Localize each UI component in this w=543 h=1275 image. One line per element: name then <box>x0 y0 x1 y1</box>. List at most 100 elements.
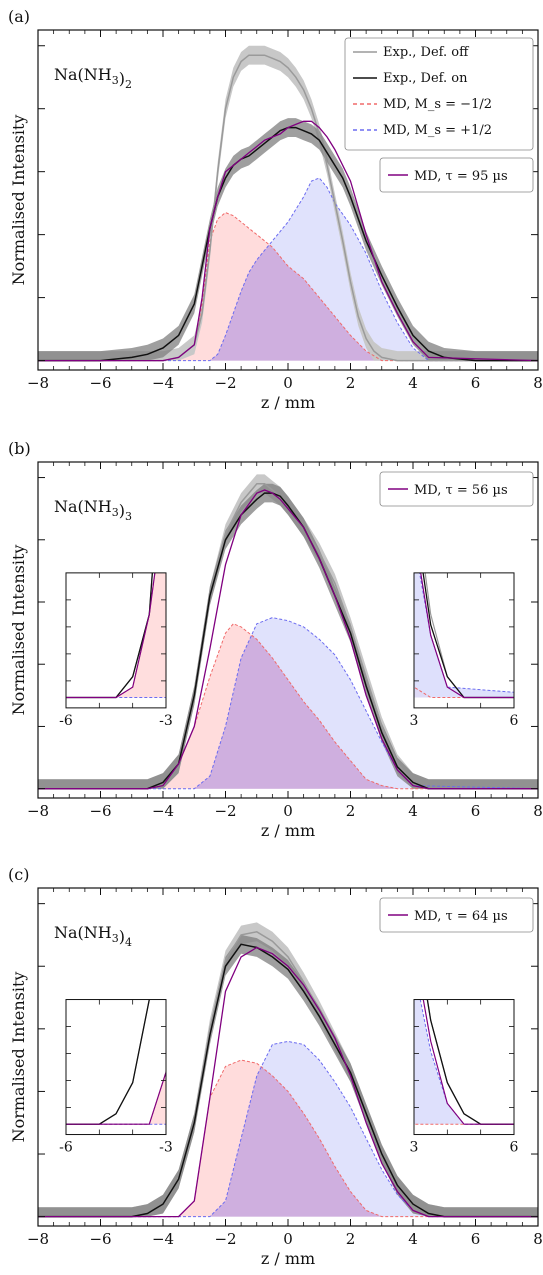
x-tick-label: 8 <box>533 802 543 820</box>
inset-xtick-label: 6 <box>510 713 519 729</box>
md-legend-label: MD, τ = 95 µs <box>414 169 508 184</box>
md-total-line <box>38 120 538 362</box>
md-total-line <box>38 946 538 1218</box>
inset-fill <box>414 572 514 698</box>
md-total-line <box>38 489 538 790</box>
y-axis-label: Normalised Intensity <box>9 545 28 716</box>
x-tick-label: −2 <box>214 802 236 820</box>
x-tick-label: 0 <box>283 1230 293 1248</box>
md-minus-line <box>38 1059 538 1218</box>
x-tick-label: −4 <box>152 802 174 820</box>
panel-1: −8 −6 −4 −2 0 2 4 6 8 z / mm Normalised Intensity (… <box>8 439 543 840</box>
inset-frame <box>413 999 515 1136</box>
inset-md-total <box>422 999 514 1125</box>
x-tick-label: 4 <box>408 802 418 820</box>
inset-fill <box>414 999 514 1125</box>
inset-plot <box>414 999 514 1125</box>
inset-xtick-label: 6 <box>510 1140 519 1156</box>
legend-entry: MD, M_s = −1/2 <box>383 97 492 112</box>
inset-xtick-label: -6 <box>59 713 73 729</box>
legend-box <box>344 37 534 151</box>
panel-label: (b) <box>8 439 31 458</box>
md-overlap-fill <box>163 635 429 789</box>
x-tick-label: 6 <box>471 802 481 820</box>
compound-label: Na(NH3)3 <box>54 497 132 523</box>
md-plus-line <box>38 177 538 362</box>
legend-entry: Exp., Def. on <box>383 71 468 86</box>
inset-plot <box>66 572 166 699</box>
x-tick-label: −2 <box>214 1230 236 1248</box>
x-tick-label: −8 <box>27 802 49 820</box>
inset-def-on <box>426 999 514 1125</box>
compound-label: Na(NH3)2 <box>54 65 132 91</box>
md-legend-label: MD, τ = 56 µs <box>414 483 508 498</box>
md-plus-line <box>38 1040 538 1218</box>
compound-label: Na(NH3)4 <box>54 923 132 949</box>
x-tick-label: 0 <box>283 374 293 392</box>
md-legend-box <box>379 471 534 507</box>
md-overlap-fill <box>163 1067 429 1217</box>
inset-left: -6 -3 <box>59 572 173 729</box>
inset-bg <box>66 999 166 1135</box>
inset-frame <box>65 572 167 709</box>
panel-label: (c) <box>8 865 29 884</box>
x-axis-label: z / mm <box>261 821 315 840</box>
inset-left: -6 -3 <box>59 999 173 1156</box>
x-tick-label: −8 <box>27 1230 49 1248</box>
x-tick-label: 6 <box>471 1230 481 1248</box>
def-on-line <box>38 126 538 362</box>
x-tick-label: −4 <box>152 1230 174 1248</box>
legend-entry: MD, M_s = +1/2 <box>383 123 492 138</box>
inset-xtick-label: -3 <box>159 713 173 729</box>
inset-fill <box>66 572 166 698</box>
inset-xtick-label: 3 <box>410 713 419 729</box>
x-tick-label: 2 <box>346 802 356 820</box>
inset-frame <box>65 999 167 1136</box>
panel-0: −8 −6 −4 −2 0 2 4 6 8 z / mm Normalised Intensity (… <box>8 7 543 412</box>
plot-area <box>38 474 538 790</box>
x-tick-label: −6 <box>89 374 111 392</box>
def-off-line <box>38 54 538 362</box>
inset-plot <box>66 999 166 1125</box>
plot-area <box>38 922 538 1218</box>
inset-md-plus <box>419 999 514 1125</box>
x-tick-label: 2 <box>346 374 356 392</box>
x-tick-label: 8 <box>533 374 543 392</box>
x-tick-label: −6 <box>89 1230 111 1248</box>
x-tick-label: −8 <box>27 374 49 392</box>
plot-area <box>38 45 538 362</box>
inset-plot <box>414 572 514 699</box>
md-plus-line <box>38 617 538 790</box>
x-tick-label: 4 <box>408 374 418 392</box>
def-on-line <box>38 943 538 1218</box>
x-tick-label: −2 <box>214 374 236 392</box>
y-axis-label: Normalised Intensity <box>9 972 28 1143</box>
legend-entry: Exp., Def. off <box>383 45 470 60</box>
md-minus-line <box>38 623 538 790</box>
x-tick-label: −6 <box>89 802 111 820</box>
md-legend-box <box>379 157 534 193</box>
inset-xtick-label: -3 <box>159 1140 173 1156</box>
def-on-line <box>38 492 538 790</box>
inset-xtick-label: 3 <box>410 1140 419 1156</box>
x-tick-label: 8 <box>533 1230 543 1248</box>
md-legend-label: MD, τ = 64 µs <box>414 909 508 924</box>
x-axis-label: z / mm <box>261 393 315 412</box>
x-tick-label: 0 <box>283 802 293 820</box>
md-overlap-fill <box>163 244 429 361</box>
panel-label: (a) <box>8 7 30 26</box>
x-axis-label: z / mm <box>261 1249 315 1268</box>
inset-fill <box>66 1072 166 1125</box>
panel-2: −8 −6 −4 −2 0 2 4 6 8 z / mm Normalised Intensity (… <box>8 865 543 1268</box>
inset-def-on <box>66 999 150 1125</box>
inset-xtick-label: -6 <box>59 1140 73 1156</box>
x-tick-label: 2 <box>346 1230 356 1248</box>
x-tick-label: −4 <box>152 374 174 392</box>
x-tick-label: 6 <box>471 374 481 392</box>
md-legend-box <box>379 897 534 933</box>
x-tick-label: 4 <box>408 1230 418 1248</box>
y-axis-label: Normalised Intensity <box>9 115 28 286</box>
